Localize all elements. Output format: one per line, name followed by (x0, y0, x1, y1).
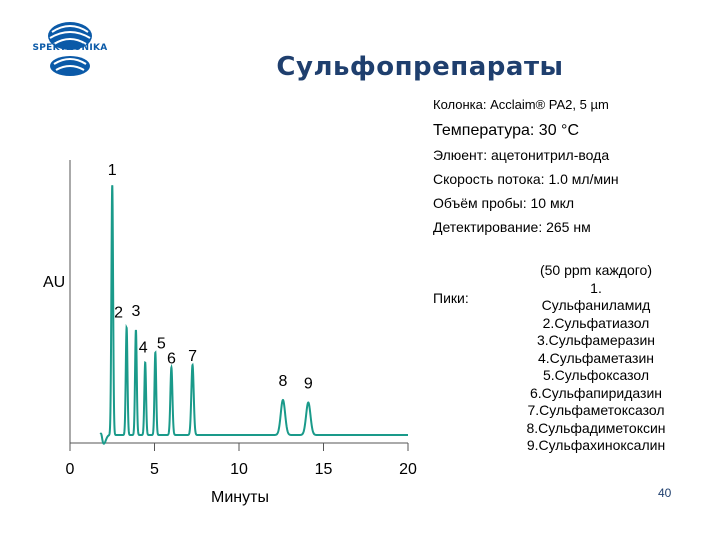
peak-item: 5.Сульфоксазол (542, 367, 650, 383)
x-tick-label: 10 (230, 461, 248, 478)
peak-label: 6 (167, 351, 176, 368)
page-number: 40 (658, 486, 672, 500)
y-axis-label: AU (43, 274, 65, 291)
x-tick-label: 0 (66, 461, 75, 478)
spektronika-logo: SPEKTRONIKA (28, 18, 112, 80)
peak-item: 4.Сульфаметазин (537, 349, 655, 366)
logo-text: SPEKTRONIKA (32, 43, 108, 53)
peaks-note: (50 ppm каждого) (539, 262, 653, 278)
chart-axes: 0 5 10 15 20 (66, 160, 417, 478)
peak-item: 9.Сульфахиноксалин (526, 437, 666, 453)
temperature-info: Температура: 30 °C (433, 122, 579, 139)
peak-item: 7.Сульфаметоксазол (527, 402, 665, 418)
peak-item: Сульфаниламид (541, 297, 651, 313)
x-axis-label: Минуты (211, 489, 269, 506)
peak-label: 7 (188, 348, 197, 365)
x-tick-label: 5 (150, 461, 159, 478)
peak-label: 1 (108, 162, 117, 179)
peaks-legend: (50 ppm каждого) 1. Сульфаниламид 2.Суль… (496, 262, 696, 455)
peak-item: 2.Сульфатиазол (542, 314, 650, 331)
peak-label: 5 (157, 336, 166, 353)
chromatogram-trace (99, 185, 408, 445)
peak-label: 9 (304, 376, 313, 393)
eluent-info: Элюент: ацетонитрил-вода (433, 147, 610, 163)
peak-item: 3.Сульфамеразин (536, 332, 656, 348)
logo-graphic (48, 22, 92, 76)
peak-labels: 1 2 3 4 56 7 8 9 (108, 162, 313, 393)
peak-label: 8 (278, 373, 287, 390)
flow-info: Скорость потока: 1.0 мл/мин (433, 171, 619, 187)
x-tick-label: 15 (315, 461, 333, 478)
x-tick-label: 20 (399, 461, 417, 478)
volume-info: Объём пробы: 10 мкл (433, 195, 575, 211)
peak-item: 6.Сульфапиридазин (529, 384, 663, 401)
peaks-label: Пики: (433, 290, 469, 306)
peak-label: 4 (139, 340, 148, 357)
column-info: Колонка: Acclaim® PA2, 5 µm (433, 97, 609, 112)
slide-title: Сульфопрепараты (276, 52, 564, 82)
peak-label: 3 (131, 303, 140, 320)
peak-label: 2 (114, 305, 123, 322)
peak-item: 1. (590, 279, 602, 296)
detection-info: Детектирование: 265 нм (433, 219, 591, 235)
peak-item: 8.Сульфадиметоксин (526, 419, 666, 436)
